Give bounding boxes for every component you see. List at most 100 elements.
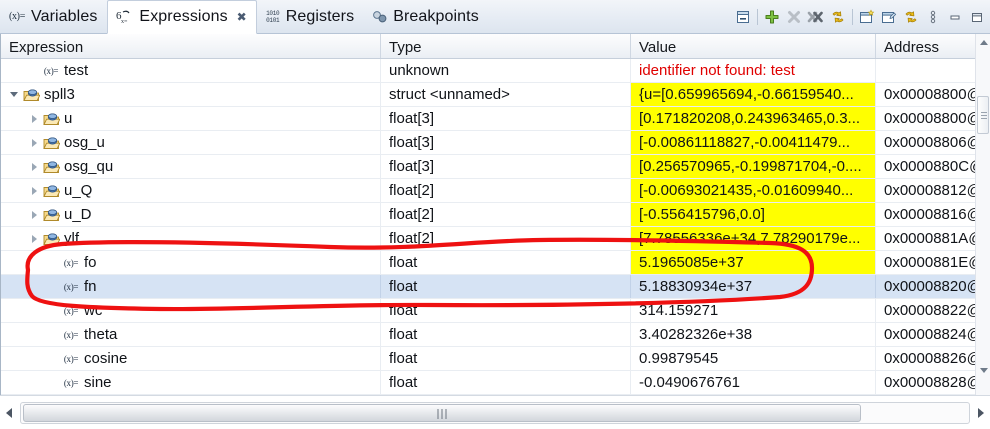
cell-value[interactable]: [-0.00693021435,-0.01609940... (631, 179, 876, 202)
column-header-value[interactable]: Value (631, 34, 876, 58)
cell-expression[interactable]: (x)= wc (1, 299, 381, 322)
cell-address: 0x00008806@ (876, 131, 988, 154)
table-row[interactable]: osg_qu float[3] [0.256570965,-0.199871704,… (1, 155, 990, 179)
horizontal-scrollbar[interactable] (0, 395, 990, 429)
cell-expression[interactable]: (x)= test (1, 59, 381, 82)
new-watchlist-icon[interactable] (856, 6, 878, 28)
vertical-scrollbar-thumb[interactable] (977, 96, 989, 134)
remove-expression-icon[interactable] (783, 6, 805, 28)
expand-arrow-icon[interactable] (27, 114, 41, 123)
expression-name: osg_u (64, 133, 105, 151)
table-row[interactable]: ylf float[2] [7.78556336e+34,7.78290179e..… (1, 227, 990, 251)
refresh-icon[interactable] (827, 6, 849, 28)
collapse-all-icon[interactable] (732, 6, 754, 28)
cell-expression[interactable]: spll3 (1, 83, 381, 106)
scroll-left-arrow-icon[interactable] (0, 400, 18, 426)
view-toolbar (732, 0, 990, 33)
cell-value[interactable]: -0.0490676761 (631, 371, 876, 394)
tab-registers[interactable]: 1010 0101 Registers (257, 0, 364, 33)
table-row[interactable]: u float[3] [0.171820208,0.243963465,0.3...… (1, 107, 990, 131)
cell-expression[interactable]: osg_qu (1, 155, 381, 178)
cell-expression[interactable]: (x)= fo (1, 251, 381, 274)
table-row[interactable]: (x)= wc float 314.159271 0x00008822@ (1, 299, 990, 323)
vertical-scrollbar[interactable] (975, 34, 990, 395)
scroll-down-arrow-icon[interactable] (980, 368, 988, 373)
cell-value[interactable]: [-0.00861118827,-0.00411479... (631, 131, 876, 154)
table-row[interactable]: (x)= theta float 3.40282326e+38 0x00008824@ (1, 323, 990, 347)
expand-arrow-icon[interactable] (27, 234, 41, 243)
cell-expression[interactable]: u (1, 107, 381, 130)
remove-all-expressions-icon[interactable] (805, 6, 827, 28)
reload-watchlist-icon[interactable] (900, 6, 922, 28)
tab-expressions[interactable]: 6 x= Expressions ✖ (107, 0, 257, 34)
expression-name: u_D (64, 205, 92, 223)
cell-expression[interactable]: (x)= theta (1, 323, 381, 346)
cell-expression[interactable]: ylf (1, 227, 381, 250)
cell-value[interactable]: 3.40282326e+38 (631, 323, 876, 346)
view-menu-icon[interactable] (922, 6, 944, 28)
cell-value[interactable]: [7.78556336e+34,7.78290179e... (631, 227, 876, 250)
scroll-up-arrow-icon[interactable] (980, 40, 988, 45)
table-row[interactable]: osg_u float[3] [-0.00861118827,-0.00411479… (1, 131, 990, 155)
cell-value[interactable]: {u=[0.659965694,-0.66159540... (631, 83, 876, 106)
collapse-arrow-icon[interactable] (7, 92, 21, 97)
table-row[interactable]: spll3 struct <unnamed> {u=[0.659965694,-0.… (1, 83, 990, 107)
variable-icon: (x)= (43, 65, 59, 76)
column-header-address[interactable]: Address (884, 38, 940, 56)
cell-type: float[2] (381, 179, 631, 202)
expand-arrow-icon[interactable] (27, 186, 41, 195)
horizontal-scrollbar-thumb[interactable] (23, 403, 861, 422)
expressions-icon: 6 x= (116, 9, 134, 25)
variable-icon: (x)= (63, 377, 79, 388)
expression-name: fo (84, 253, 97, 271)
cell-address: 0x00008822@ (876, 299, 988, 322)
expand-arrow-icon[interactable] (27, 210, 41, 219)
cell-value[interactable]: [0.256570965,-0.199871704,-0.... (631, 155, 876, 178)
table-row[interactable]: (x)= fo float 5.1965085e+37 0x0000881E@ (1, 251, 990, 275)
tab-breakpoints[interactable]: Breakpoints (364, 0, 489, 33)
cell-value[interactable]: identifier not found: test (631, 59, 876, 82)
tab-variables[interactable]: (x)= Variables (0, 0, 107, 33)
table-row[interactable]: (x)= test unknown identifier not found: tes… (1, 59, 990, 83)
minimize-icon[interactable] (944, 6, 966, 28)
cell-address: 0x00008812@ (876, 179, 988, 202)
struct-icon (41, 208, 61, 222)
close-icon[interactable]: ✖ (236, 9, 247, 24)
maximize-icon[interactable] (966, 6, 988, 28)
column-header-expression[interactable]: Expression (1, 34, 381, 58)
expand-arrow-icon[interactable] (27, 162, 41, 171)
cell-value[interactable]: 0.99879545 (631, 347, 876, 370)
cell-value[interactable]: [0.171820208,0.243963465,0.3... (631, 107, 876, 130)
variable-icon: (x)= (63, 257, 79, 268)
cell-value[interactable]: [-0.556415796,0.0] (631, 203, 876, 226)
scroll-right-arrow-icon[interactable] (972, 400, 990, 426)
expand-arrow-icon[interactable] (27, 138, 41, 147)
tab-list: (x)= Variables 6 x= Expressions ✖ 1010 0101 Regi… (0, 0, 489, 34)
table-row[interactable]: u_Q float[2] [-0.00693021435,-0.01609940..… (1, 179, 990, 203)
cell-value[interactable]: 5.18830934e+37 (631, 275, 876, 298)
edit-watchlist-icon[interactable] (878, 6, 900, 28)
struct-icon (41, 160, 61, 174)
tab-label: Registers (285, 7, 355, 25)
horizontal-scrollbar-track[interactable] (20, 401, 970, 424)
cell-value[interactable]: 314.159271 (631, 299, 876, 322)
cell-type: float (381, 371, 631, 394)
cell-expression[interactable]: (x)= sine (1, 371, 381, 394)
cell-expression[interactable]: (x)= fn (1, 275, 381, 298)
cell-address: 0x00008820@ (876, 275, 988, 298)
column-header-type[interactable]: Type (381, 34, 631, 58)
add-expression-icon[interactable] (761, 6, 783, 28)
cell-address (876, 59, 988, 82)
cell-address: 0x00008800@ (876, 83, 988, 106)
cell-expression[interactable]: osg_u (1, 131, 381, 154)
cell-value[interactable]: 5.1965085e+37 (631, 251, 876, 274)
table-row[interactable]: (x)= cosine float 0.99879545 0x00008826@ (1, 347, 990, 371)
toolbar-separator (852, 8, 853, 25)
table-row[interactable]: (x)= sine float -0.0490676761 0x00008828@ (1, 371, 990, 395)
cell-expression[interactable]: u_Q (1, 179, 381, 202)
table-row[interactable]: (x)= fn float 5.18830934e+37 0x00008820@ (1, 275, 990, 299)
cell-expression[interactable]: (x)= cosine (1, 347, 381, 370)
cell-type: float[3] (381, 131, 631, 154)
table-row[interactable]: u_D float[2] [-0.556415796,0.0] 0x00008816@ (1, 203, 990, 227)
cell-expression[interactable]: u_D (1, 203, 381, 226)
